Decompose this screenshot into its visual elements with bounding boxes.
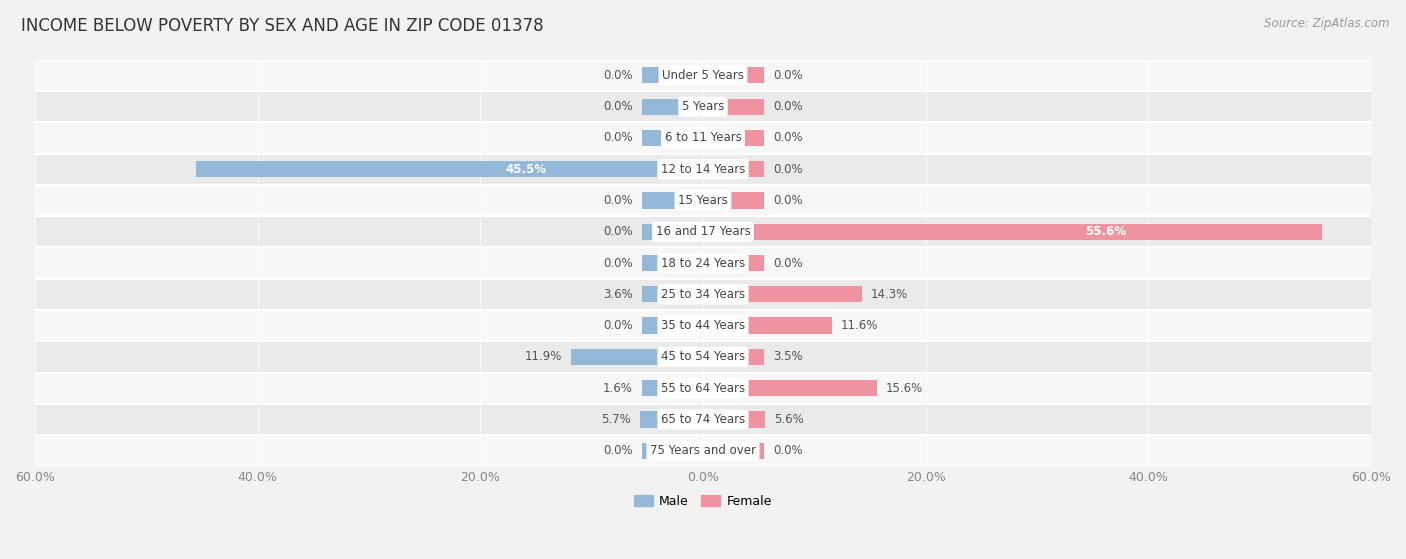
Text: 75 Years and over: 75 Years and over — [650, 444, 756, 457]
Bar — [35, 279, 1371, 310]
Bar — [641, 443, 703, 459]
Text: 55 to 64 Years: 55 to 64 Years — [661, 382, 745, 395]
Text: 0.0%: 0.0% — [773, 194, 803, 207]
Bar — [35, 185, 1371, 216]
Text: 0.0%: 0.0% — [603, 444, 633, 457]
Bar — [35, 310, 1371, 341]
Bar — [703, 98, 765, 115]
Text: 45 to 54 Years: 45 to 54 Years — [661, 350, 745, 363]
Bar — [641, 380, 703, 396]
Text: INCOME BELOW POVERTY BY SEX AND AGE IN ZIP CODE 01378: INCOME BELOW POVERTY BY SEX AND AGE IN Z… — [21, 17, 544, 35]
Bar — [35, 60, 1371, 91]
Bar — [35, 404, 1371, 435]
Text: 0.0%: 0.0% — [603, 319, 633, 332]
Text: Source: ZipAtlas.com: Source: ZipAtlas.com — [1264, 17, 1389, 30]
Text: 3.6%: 3.6% — [603, 288, 633, 301]
Text: 5.7%: 5.7% — [600, 413, 631, 426]
Bar — [35, 341, 1371, 372]
Text: 0.0%: 0.0% — [773, 131, 803, 144]
Bar — [35, 91, 1371, 122]
Text: 15 Years: 15 Years — [678, 194, 728, 207]
Bar — [703, 255, 765, 271]
Text: 45.5%: 45.5% — [505, 163, 547, 176]
Bar — [703, 224, 1322, 240]
Bar — [35, 154, 1371, 185]
Text: 0.0%: 0.0% — [603, 225, 633, 238]
Text: 12 to 14 Years: 12 to 14 Years — [661, 163, 745, 176]
Bar — [703, 67, 765, 83]
Text: 5 Years: 5 Years — [682, 100, 724, 113]
Text: 65 to 74 Years: 65 to 74 Years — [661, 413, 745, 426]
Text: 0.0%: 0.0% — [773, 69, 803, 82]
Text: Under 5 Years: Under 5 Years — [662, 69, 744, 82]
Bar — [35, 216, 1371, 248]
Bar — [703, 161, 765, 177]
Bar — [703, 443, 765, 459]
Bar — [641, 130, 703, 146]
Text: 16 and 17 Years: 16 and 17 Years — [655, 225, 751, 238]
Bar — [703, 411, 765, 428]
Text: 11.9%: 11.9% — [524, 350, 561, 363]
Text: 0.0%: 0.0% — [603, 69, 633, 82]
Bar — [641, 192, 703, 209]
Bar — [640, 411, 703, 428]
Text: 1.6%: 1.6% — [603, 382, 633, 395]
Text: 35 to 44 Years: 35 to 44 Years — [661, 319, 745, 332]
Text: 0.0%: 0.0% — [603, 194, 633, 207]
Bar — [703, 349, 765, 365]
Legend: Male, Female: Male, Female — [630, 490, 776, 513]
Text: 0.0%: 0.0% — [773, 100, 803, 113]
Text: 5.6%: 5.6% — [775, 413, 804, 426]
Text: 15.6%: 15.6% — [886, 382, 922, 395]
Bar — [703, 130, 765, 146]
Text: 0.0%: 0.0% — [773, 257, 803, 269]
Bar — [571, 349, 703, 365]
Text: 25 to 34 Years: 25 to 34 Years — [661, 288, 745, 301]
Text: 18 to 24 Years: 18 to 24 Years — [661, 257, 745, 269]
Bar — [703, 318, 832, 334]
Text: 55.6%: 55.6% — [1085, 225, 1126, 238]
Bar — [35, 435, 1371, 466]
Text: 6 to 11 Years: 6 to 11 Years — [665, 131, 741, 144]
Text: 0.0%: 0.0% — [603, 100, 633, 113]
Bar — [641, 255, 703, 271]
Bar — [641, 224, 703, 240]
Bar — [641, 318, 703, 334]
Text: 11.6%: 11.6% — [841, 319, 879, 332]
Bar — [641, 67, 703, 83]
Bar — [35, 248, 1371, 279]
Bar — [35, 372, 1371, 404]
Text: 0.0%: 0.0% — [603, 257, 633, 269]
Bar — [35, 122, 1371, 154]
Bar — [641, 286, 703, 302]
Text: 0.0%: 0.0% — [773, 163, 803, 176]
Text: 0.0%: 0.0% — [603, 131, 633, 144]
Bar — [197, 161, 703, 177]
Text: 0.0%: 0.0% — [773, 444, 803, 457]
Bar — [703, 380, 877, 396]
Bar — [641, 98, 703, 115]
Text: 14.3%: 14.3% — [872, 288, 908, 301]
Text: 3.5%: 3.5% — [773, 350, 803, 363]
Bar — [703, 286, 862, 302]
Bar — [703, 192, 765, 209]
